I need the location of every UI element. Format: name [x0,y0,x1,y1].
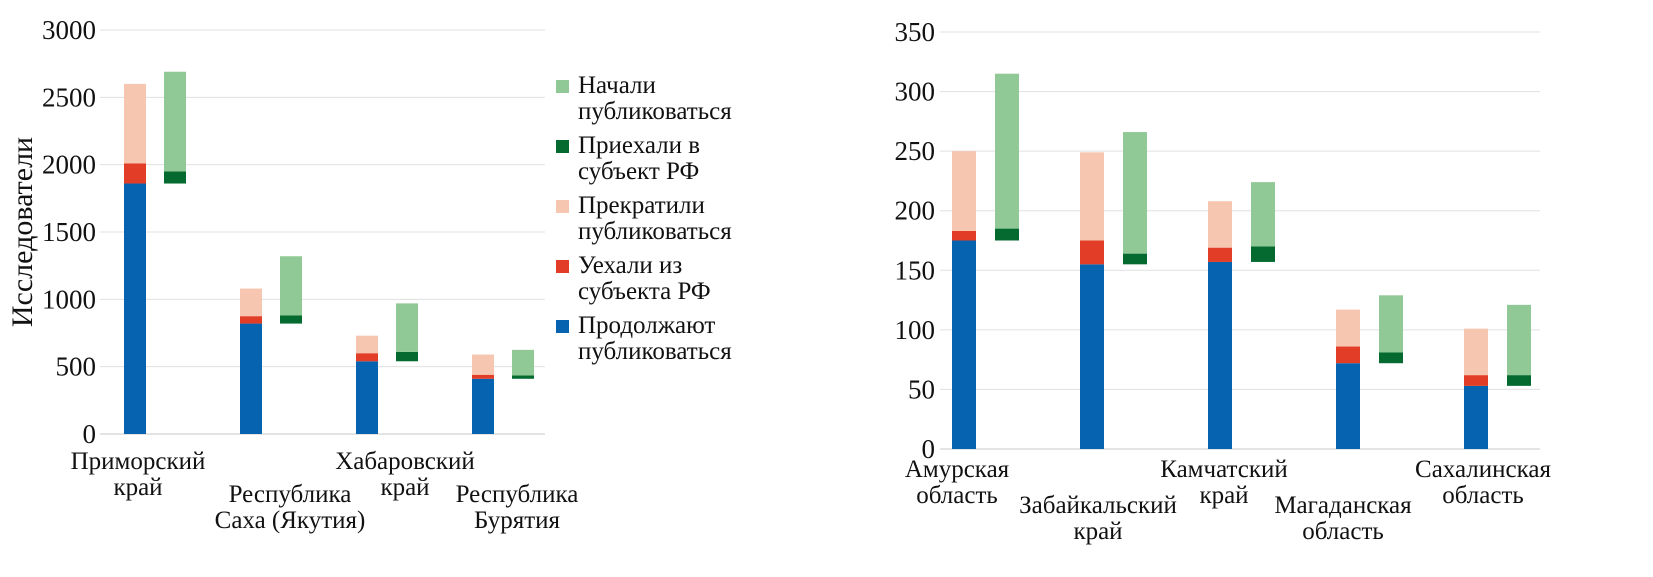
category-label: Республика Бурятия [456,481,579,534]
bar-stopped [472,354,494,375]
bar-left [1080,240,1104,265]
bar-left [1336,346,1360,364]
legend-swatch [556,320,569,333]
bar-stopped [1336,309,1360,347]
bar-arrived [164,171,186,184]
legend-label: Приехали в субъект РФ [578,132,700,185]
bar-started [396,303,418,352]
legend-label: Продолжают публиковаться [578,312,732,365]
y-tick-label: 50 [908,374,935,404]
bar-stopped [240,288,262,317]
y-tick-label: 2500 [42,82,96,112]
y-axis-label: Исследователи [6,137,39,327]
legend: Начали публиковаться Приехали в субъект РФ П… [556,72,732,365]
bar-continue [1336,363,1360,449]
category-label: Приморский край [71,448,206,501]
bar-left [472,374,494,379]
bar-left [356,353,378,362]
bar-arrived [1123,253,1147,265]
bar-started [1251,182,1275,247]
bar-started [1123,132,1147,254]
bar-started [1379,295,1403,353]
category-label: Камчатский край [1160,456,1288,509]
bar-arrived [280,315,302,324]
bar-stopped [1208,201,1232,248]
bar-arrived [1507,375,1531,386]
bar-left [240,316,262,324]
legend-label: Уехали из субъекта РФ [578,252,711,305]
bar-started [512,349,534,376]
bar-arrived [512,375,534,379]
bar-continue [356,361,378,434]
bar-arrived [1251,246,1275,262]
bar-arrived [396,351,418,362]
bar-stopped [1080,152,1104,241]
category-label: Сахалинская область [1415,456,1551,509]
legend-item-arrived: Приехали в субъект РФ [556,132,700,185]
legend-swatch [556,140,569,153]
y-tick-label: 1500 [42,217,96,247]
bar-continue [240,323,262,434]
bar-started [995,73,1019,229]
legend-item-continue: Продолжают публиковаться [556,312,732,365]
bar-continue [1080,264,1104,449]
legend-label: Прекратили публиковаться [578,192,732,245]
bar-arrived [1379,352,1403,364]
y-tick-label: 0 [922,434,936,464]
bar-arrived [995,228,1019,241]
bar-left [952,230,976,241]
y-tick-label: 500 [56,352,97,382]
category-label: Хабаровский край [335,448,475,501]
legend-swatch [556,200,569,213]
y-tick-label: 150 [895,255,936,285]
category-label: Амурская область [905,456,1010,509]
y-tick-label: 350 [895,17,936,47]
legend-item-stopped: Прекратили публиковаться [556,192,732,245]
y-tick-label: 3000 [42,15,96,45]
y-tick-label: 250 [895,136,936,166]
bar-started [280,256,302,316]
category-label: Забайкальский край [1019,492,1177,545]
legend-label: Начали публиковаться [578,72,732,125]
bar-stopped [1464,328,1488,376]
chart-left: 0 500 1000 1500 2000 2500 3000 Исследователи При… [6,15,578,534]
bar-left [1464,375,1488,386]
y-tick-label: 1000 [42,284,96,314]
y-tick-label: 300 [895,77,936,107]
bar-continue [1208,261,1232,449]
chart-right: 0 50 100 150 200 250 300 350 Амурская область Заба… [895,17,1552,545]
bar-left [1208,247,1232,262]
bar-stopped [356,335,378,354]
bar-stopped [124,83,146,164]
category-label: Магаданская область [1274,492,1412,545]
y-tick-label: 200 [895,196,936,226]
y-tick-label: 2000 [42,150,96,180]
y-tick-label: 100 [895,315,936,345]
legend-swatch [556,80,569,93]
category-label: Республика Саха (Якутия) [215,481,366,534]
bar-continue [472,378,494,434]
bar-left [124,163,146,184]
bar-started [164,71,186,172]
bar-continue [1464,385,1488,449]
legend-item-started: Начали публиковаться [556,72,732,125]
legend-item-left: Уехали из субъекта РФ [556,252,711,305]
legend-swatch [556,260,569,273]
bar-continue [952,240,976,449]
y-tick-label: 0 [83,419,97,449]
bar-started [1507,304,1531,376]
bar-stopped [952,151,976,231]
bar-continue [124,183,146,434]
